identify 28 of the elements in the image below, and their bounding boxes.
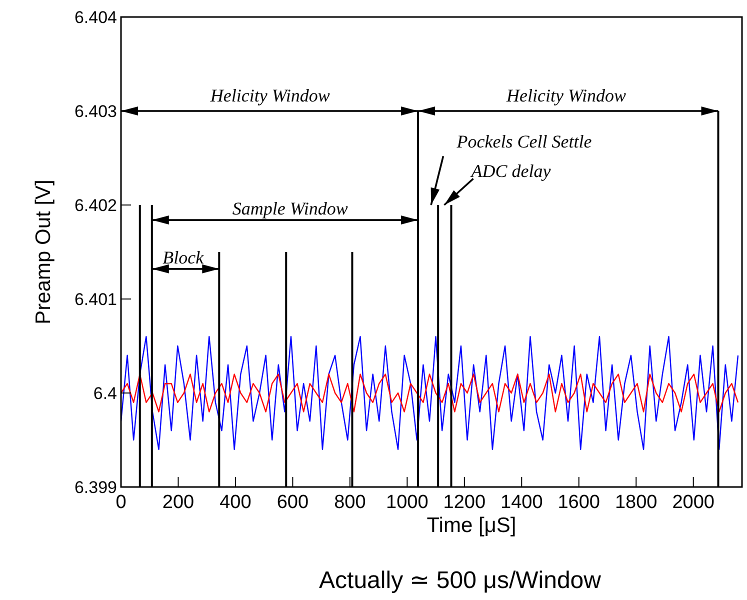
annotation: Block <box>162 247 205 268</box>
x-tick-label: 0 <box>116 492 126 513</box>
line-series <box>121 374 739 412</box>
y-tick-label: 6.399 <box>74 478 117 497</box>
annotation: Sample Window <box>232 198 348 218</box>
x-tick-label: 1200 <box>443 492 486 513</box>
y-tick-label: 6.403 <box>74 102 117 121</box>
annotation: Helicity Window <box>506 86 626 106</box>
x-tick-label: 1400 <box>500 492 543 513</box>
x-tick-label: 600 <box>276 492 309 513</box>
x-tick-label: 800 <box>334 492 366 513</box>
annotation: Pockels Cell Settle <box>456 132 592 152</box>
y-tick-label: 6.402 <box>74 196 117 215</box>
text: Actually ≃ 500 μs/Window <box>319 567 602 594</box>
x-tick-label: 200 <box>162 492 194 513</box>
x-tick-label: 1800 <box>614 492 658 513</box>
x-tick-label: 400 <box>220 492 252 513</box>
annotation: Helicity Window <box>209 86 330 106</box>
x-tick-label: 1000 <box>386 492 428 513</box>
y-tick-label: 6.404 <box>74 8 117 27</box>
x-tick-label: 2000 <box>672 492 714 513</box>
annotation: ADC delay <box>470 160 551 181</box>
y-axis-title: Preamp Out [V] <box>32 180 55 324</box>
line-series <box>121 336 739 450</box>
x-tick-label: 1600 <box>558 492 600 513</box>
y-tick-label: 6.401 <box>74 290 117 309</box>
y-tick-label: 6.4 <box>93 384 117 403</box>
x-axis-title: Time [μS] <box>426 514 516 537</box>
